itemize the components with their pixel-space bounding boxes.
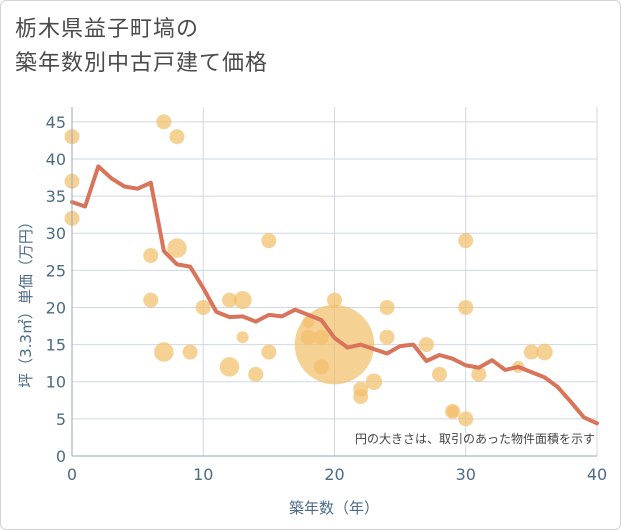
y-tick-label: 25 [46,261,66,280]
bubbles [64,114,553,427]
bubble-point [327,292,342,308]
x-tick-label: 0 [67,465,77,484]
bubble-point [458,233,474,249]
bubble-point [156,114,172,130]
bubble-point [169,129,185,145]
bubble-point [379,299,395,315]
bubble-point [261,344,277,360]
bubble-point [365,373,383,390]
bubble-point [233,291,252,310]
bubble-point [143,248,159,264]
trend-line-layer [70,164,599,426]
chart-title: 栃木県益子町塙の 築年数別中古戸建て価格 [15,13,268,81]
bubble-point [432,366,447,382]
bubble-point [154,342,174,362]
x-tick-label: 10 [193,465,213,484]
bubble-point [261,233,277,249]
bubble-point [236,331,249,344]
y-tick-label: 10 [46,373,66,392]
y-tick-label: 40 [46,150,66,169]
y-tick-label: 15 [46,336,66,355]
y-axis-label: 坪（3.3㎡）単価（万円） [17,214,35,388]
bubble-point [523,344,539,360]
bubble-point [458,299,474,315]
bubble-point [195,299,211,315]
bubble-point [379,329,395,345]
axes: 0 5 10 15 20 25 30 35 40 45 0 10 20 30 40 [46,107,607,484]
title-line-1: 栃木県益子町塙の [15,17,200,42]
y-tick-label: 45 [46,113,66,132]
bubble-point [167,238,187,258]
average-price-line [70,164,599,426]
y-tick-label: 20 [46,298,66,317]
x-tick-label: 20 [324,465,344,484]
x-tick-label: 30 [456,465,476,484]
title-line-2: 築年数別中古戸建て価格 [15,51,269,76]
bubble-point [248,366,264,382]
y-tick-label: 5 [56,410,66,429]
bubble-point [182,344,198,360]
bubble-point [536,343,553,361]
bubble-point [143,292,159,308]
size-note: 円の大きさは、取引のあった物件面積を示す [355,431,595,446]
y-tick-label: 0 [56,447,66,466]
bubble-point [471,366,487,382]
y-tick-label: 35 [46,187,66,206]
bubble-point [418,337,434,353]
bubble-point [219,357,240,377]
bubble-point [446,405,459,418]
bubble-point [458,411,474,427]
grid [72,107,598,456]
x-axis-label: 築年数（年） [289,499,379,517]
bubble-point [222,292,237,308]
bubble-point [294,304,375,385]
x-tick-label: 40 [587,465,607,484]
bubble-point [353,389,369,405]
y-tick-label: 30 [46,224,66,243]
